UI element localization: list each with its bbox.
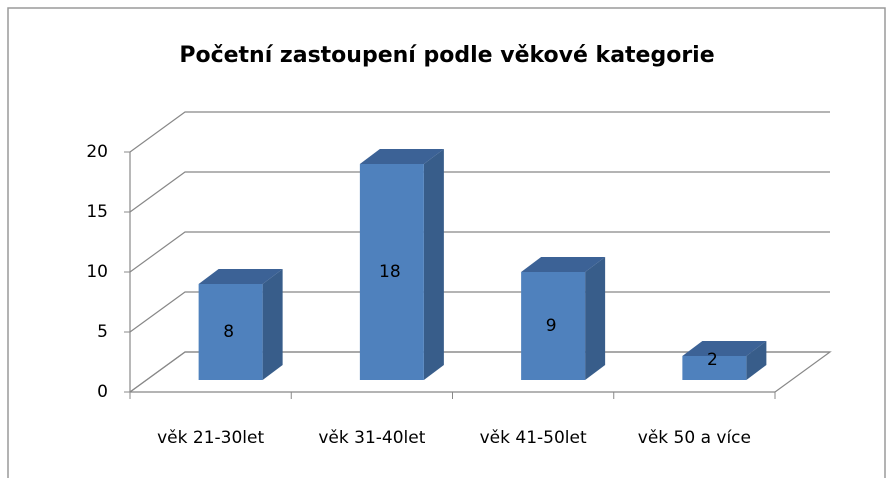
bar	[682, 356, 747, 380]
y-tick-label: 0	[97, 382, 108, 402]
bar-side	[585, 257, 606, 380]
grid-line	[129, 291, 830, 333]
bar-side	[746, 341, 767, 380]
chart-border	[7, 7, 886, 478]
bar-top	[521, 257, 606, 272]
grid-line	[129, 351, 830, 393]
bar-top	[682, 341, 767, 356]
bar	[521, 272, 586, 380]
x-tick-label: věk 41-50let	[480, 428, 587, 448]
bar	[359, 164, 424, 380]
y-tick-label: 20	[86, 142, 108, 162]
bar	[198, 284, 263, 380]
y-tick-label: 10	[86, 262, 108, 282]
bar-side	[262, 269, 283, 380]
y-tick-label: 5	[97, 322, 108, 342]
data-label: 2	[707, 350, 718, 370]
chart-title: Početní zastoupení podle věkové kategori…	[179, 43, 714, 68]
grid-line	[129, 171, 830, 213]
y-tick-label: 15	[86, 202, 108, 222]
data-label: 18	[379, 262, 401, 282]
bar-top	[198, 269, 283, 284]
x-tick-label: věk 31-40let	[318, 428, 425, 448]
x-tick-label: věk 50 a více	[638, 428, 751, 448]
x-tick-label: věk 21-30let	[157, 428, 264, 448]
data-label: 9	[546, 316, 557, 336]
data-label: 8	[223, 322, 234, 342]
grid-line	[129, 231, 830, 273]
bar-side	[423, 149, 444, 380]
bar-top	[359, 149, 444, 164]
grid-line	[129, 111, 830, 153]
